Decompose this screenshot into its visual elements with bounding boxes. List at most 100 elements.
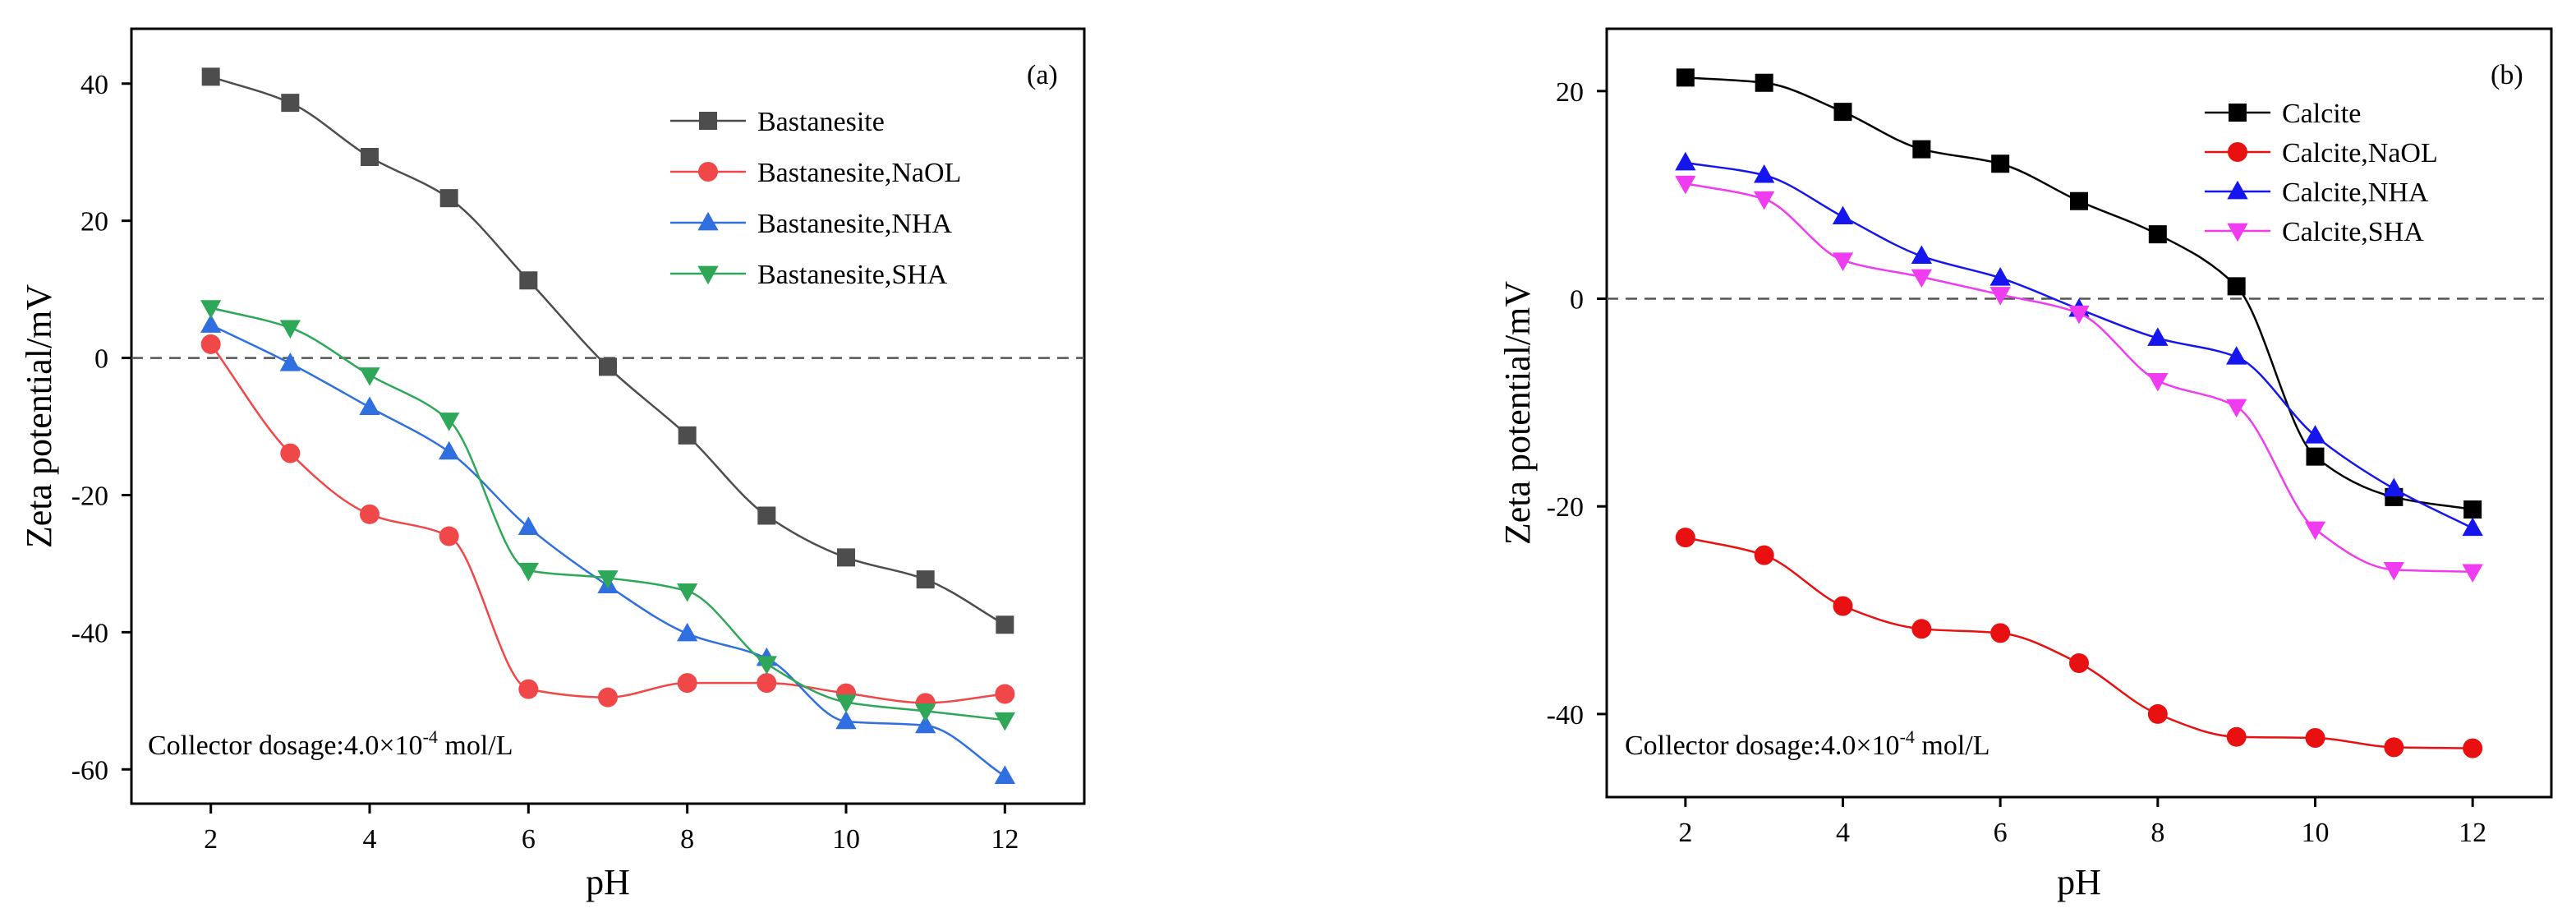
legend-item: Calcite,SHA (2205, 217, 2424, 247)
note-suffix: mol/L (438, 731, 513, 761)
plot-frame (1605, 27, 2553, 799)
legend-item: Calcite (2205, 99, 2361, 129)
data-point (2070, 191, 2088, 210)
legend-marker (699, 112, 717, 130)
series-bastanesite (201, 67, 1014, 634)
legend-marker (2229, 104, 2247, 122)
series-bastanesite-naol (200, 334, 1015, 713)
note-suffix: mol/L (1915, 731, 1990, 761)
legend: Calcite Calcite,NaOL Calcite,NHA Calcite,SH… (2205, 99, 2438, 247)
data-point (757, 673, 777, 694)
data-point (518, 516, 539, 536)
data-point (200, 334, 221, 354)
data-point (2384, 737, 2404, 758)
data-point (2383, 561, 2404, 581)
data-point (2305, 727, 2325, 748)
data-point (1832, 205, 1854, 225)
legend: Bastanesite Bastanesite,NaOL Bastanesite,N… (670, 107, 961, 290)
data-point (439, 526, 459, 546)
series-line (210, 324, 1006, 777)
data-point (280, 443, 301, 463)
x-tick-label: 12 (2459, 818, 2486, 848)
data-point (1990, 623, 2011, 643)
legend-item: Calcite,NHA (2205, 177, 2429, 208)
data-point (1675, 175, 1696, 195)
legend-marker (698, 162, 718, 182)
data-point (599, 357, 617, 376)
data-point (994, 765, 1015, 784)
data-point (1754, 191, 1775, 210)
data-point (677, 673, 697, 694)
data-point (677, 622, 698, 642)
data-point (359, 396, 380, 416)
data-point (996, 615, 1014, 634)
data-point (200, 314, 222, 333)
data-point (1911, 619, 1932, 639)
data-point (1832, 252, 1854, 271)
legend-label: Bastanesite,SHA (757, 260, 948, 290)
data-point (2304, 425, 2326, 444)
data-point (2069, 653, 2089, 674)
y-tick-label: -40 (71, 618, 108, 648)
series-line (209, 343, 1005, 704)
series-bastanesite-nha (200, 314, 1015, 784)
x-tick-label: 2 (204, 824, 218, 855)
data-point (1911, 269, 1932, 288)
legend-marker (2227, 223, 2248, 242)
chart-panel-a: 2 4 6 8 10 12 -60 -40 -20 0 20 40 pH Zeta potential/m… (19, 27, 1086, 902)
data-point (678, 426, 697, 445)
y-tick-label: 0 (94, 344, 108, 375)
x-tick-label: 12 (991, 824, 1019, 855)
data-point (200, 300, 222, 319)
note-exponent: -4 (1900, 726, 1915, 747)
y-tick-label: 40 (80, 70, 108, 100)
legend-label: Calcite,NaOL (2282, 138, 2438, 168)
series-bastanesite-sha (200, 300, 1015, 731)
data-point (1676, 68, 1695, 87)
data-point (518, 562, 539, 582)
legend-item: Calcite,NaOL (2205, 138, 2438, 168)
legend-marker (697, 265, 719, 285)
panel-label: (a) (1027, 60, 1058, 90)
data-point (1990, 267, 2011, 286)
y-tick-label: 20 (1556, 77, 1584, 108)
x-tick-label: 10 (832, 824, 860, 855)
data-point (1833, 596, 1853, 616)
data-point (1754, 545, 1774, 565)
data-point (2463, 738, 2483, 758)
data-point (835, 694, 857, 713)
legend-label: Calcite,NHA (2282, 177, 2429, 208)
data-point (2227, 277, 2246, 296)
x-tick-label: 8 (2150, 818, 2164, 848)
x-tick-label: 2 (1678, 818, 1692, 848)
data-point (2462, 564, 2483, 583)
data-point (279, 353, 301, 371)
y-tick-label: -40 (1547, 700, 1584, 731)
legend-item: Bastanesite,NHA (670, 209, 952, 239)
data-point (439, 440, 460, 460)
data-point (2226, 346, 2247, 365)
legend-label: Bastanesite,NHA (757, 209, 952, 239)
data-point (598, 687, 618, 708)
data-point (439, 189, 458, 208)
data-point (360, 504, 380, 524)
series-calcite (1676, 68, 2482, 519)
note-prefix: Collector dosage:4.0×10 (148, 731, 423, 761)
data-point (837, 548, 855, 567)
note-exponent: -4 (423, 726, 438, 747)
legend-label: Bastanesite,NaOL (757, 158, 961, 188)
data-point (2147, 372, 2169, 392)
data-point (2068, 305, 2090, 325)
y-tick-label: 0 (1570, 285, 1584, 316)
y-tick-label: 20 (80, 207, 108, 237)
data-point (359, 367, 380, 386)
data-point (915, 703, 936, 722)
data-point (597, 570, 619, 589)
data-point (915, 714, 936, 734)
data-point (1911, 245, 1932, 265)
x-tick-label: 8 (680, 824, 694, 855)
data-point (1754, 164, 1775, 183)
data-point (2306, 447, 2325, 466)
data-point (757, 506, 776, 525)
x-axis-title: pH (586, 862, 630, 902)
